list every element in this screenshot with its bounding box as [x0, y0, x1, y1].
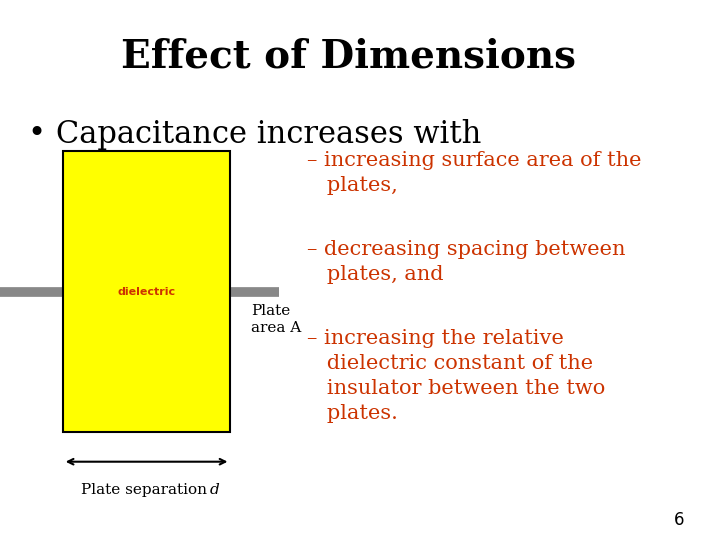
Text: – decreasing spacing between
   plates, and: – decreasing spacing between plates, and — [307, 240, 626, 284]
Text: Effect of Dimensions: Effect of Dimensions — [122, 38, 577, 76]
Text: – increasing surface area of the
   plates,: – increasing surface area of the plates, — [307, 151, 642, 195]
Text: – increasing the relative
   dielectric constant of the
   insulator between the: – increasing the relative dielectric con… — [307, 329, 606, 423]
Text: 6: 6 — [673, 511, 684, 529]
Text: Plate
area A: Plate area A — [251, 304, 302, 335]
Text: • Capacitance increases with: • Capacitance increases with — [28, 119, 481, 150]
Text: dielectric: dielectric — [117, 287, 176, 296]
Text: d: d — [210, 483, 220, 497]
Text: Plate separation: Plate separation — [81, 483, 212, 497]
